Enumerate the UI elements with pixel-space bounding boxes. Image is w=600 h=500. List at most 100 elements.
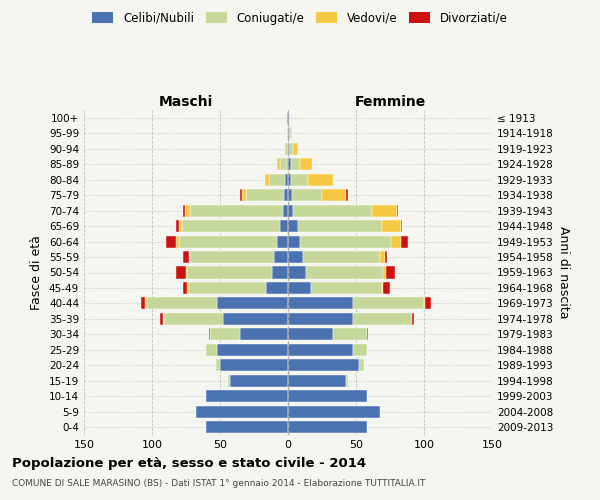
Bar <box>220 360 288 372</box>
Bar <box>186 266 187 278</box>
Text: Maschi: Maschi <box>159 95 213 109</box>
Bar <box>373 204 397 216</box>
Bar <box>285 142 288 154</box>
Bar <box>206 390 288 402</box>
Bar <box>288 127 289 140</box>
Bar <box>380 251 385 263</box>
Bar <box>288 375 346 387</box>
Bar <box>287 158 288 170</box>
Bar <box>187 266 272 278</box>
Bar <box>266 282 288 294</box>
Bar <box>187 282 189 294</box>
Bar <box>425 298 431 310</box>
Y-axis label: Fasce di età: Fasce di età <box>31 235 43 310</box>
Bar <box>183 251 189 263</box>
Bar <box>288 406 380 418</box>
Bar <box>424 298 425 310</box>
Bar <box>382 220 401 232</box>
Bar <box>223 313 288 325</box>
Bar <box>322 189 346 201</box>
Bar <box>288 313 353 325</box>
Bar <box>288 158 291 170</box>
Bar <box>288 220 298 232</box>
Bar <box>288 390 367 402</box>
Bar <box>293 204 373 216</box>
Bar <box>189 282 266 294</box>
Bar <box>179 236 277 248</box>
Bar <box>291 158 300 170</box>
Bar <box>241 189 242 201</box>
Bar <box>391 236 401 248</box>
Bar <box>367 328 368 340</box>
Bar <box>269 174 285 186</box>
Bar <box>179 220 182 232</box>
Bar <box>189 251 190 263</box>
Bar <box>397 204 398 216</box>
Bar <box>353 313 412 325</box>
Bar <box>185 204 190 216</box>
Bar <box>246 189 284 201</box>
Bar <box>241 328 288 340</box>
Bar <box>242 189 246 201</box>
Legend: Celibi/Nubili, Coniugati/e, Vedovi/e, Divorziati/e: Celibi/Nubili, Coniugati/e, Vedovi/e, Di… <box>86 6 514 30</box>
Bar <box>305 266 383 278</box>
Bar <box>277 236 288 248</box>
Y-axis label: Anni di nascita: Anni di nascita <box>557 226 570 319</box>
Text: Popolazione per età, sesso e stato civile - 2014: Popolazione per età, sesso e stato civil… <box>12 458 366 470</box>
Bar <box>288 328 333 340</box>
Bar <box>163 313 164 325</box>
Bar <box>288 142 289 154</box>
Bar <box>386 266 395 278</box>
Bar <box>206 344 217 356</box>
Bar <box>272 266 288 278</box>
Bar <box>176 220 179 232</box>
Bar <box>164 313 223 325</box>
Bar <box>346 375 348 387</box>
Bar <box>287 112 288 124</box>
Bar <box>265 174 269 186</box>
Bar <box>288 298 353 310</box>
Bar <box>288 360 359 372</box>
Text: Femmine: Femmine <box>355 95 425 109</box>
Bar <box>401 220 402 232</box>
Bar <box>288 189 292 201</box>
Bar <box>190 251 274 263</box>
Bar <box>383 266 386 278</box>
Bar <box>300 158 313 170</box>
Bar <box>382 282 383 294</box>
Bar <box>346 189 348 201</box>
Bar <box>206 421 288 434</box>
Bar <box>166 236 176 248</box>
Bar <box>284 189 288 201</box>
Bar <box>160 313 163 325</box>
Bar <box>285 174 288 186</box>
Bar <box>146 298 217 310</box>
Bar <box>308 174 333 186</box>
Bar <box>288 266 305 278</box>
Bar <box>183 282 187 294</box>
Bar <box>288 204 293 216</box>
Bar <box>182 220 280 232</box>
Bar <box>353 344 367 356</box>
Bar <box>211 328 241 340</box>
Bar <box>300 236 391 248</box>
Bar <box>353 298 424 310</box>
Bar <box>176 236 179 248</box>
Bar <box>277 158 280 170</box>
Bar <box>288 421 367 434</box>
Bar <box>288 282 311 294</box>
Bar <box>145 298 146 310</box>
Bar <box>288 236 300 248</box>
Bar <box>311 282 382 294</box>
Bar <box>401 236 407 248</box>
Bar <box>228 375 230 387</box>
Bar <box>383 282 390 294</box>
Bar <box>216 360 220 372</box>
Bar <box>288 112 289 124</box>
Bar <box>288 344 353 356</box>
Bar <box>287 127 288 140</box>
Bar <box>280 158 287 170</box>
Bar <box>274 251 288 263</box>
Bar <box>289 142 293 154</box>
Bar <box>209 328 211 340</box>
